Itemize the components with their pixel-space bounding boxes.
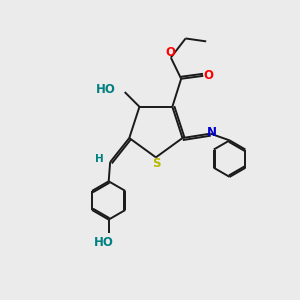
- Text: HO: HO: [93, 236, 113, 249]
- Text: HO: HO: [96, 82, 116, 96]
- Text: H: H: [95, 154, 104, 164]
- Text: O: O: [165, 46, 175, 59]
- Text: N: N: [207, 126, 217, 139]
- Text: S: S: [152, 157, 160, 170]
- Text: O: O: [203, 69, 214, 82]
